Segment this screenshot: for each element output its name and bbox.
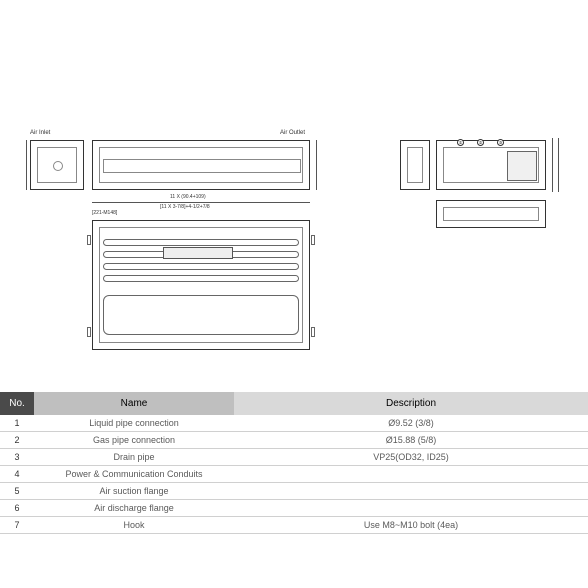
- dim-line: [316, 140, 317, 190]
- cell-desc: [234, 466, 588, 483]
- callout-icon: ①: [457, 139, 464, 146]
- top-view-small: [436, 200, 546, 228]
- dim-text: 11 X (90.4+109): [170, 194, 206, 200]
- cell-no: 5: [0, 483, 34, 500]
- dim-line: [552, 138, 553, 192]
- cell-name: Air suction flange: [34, 483, 234, 500]
- side-view-main: [92, 140, 310, 190]
- cell-desc: Use M8~M10 bolt (4ea): [234, 517, 588, 534]
- table-row: 5Air suction flange: [0, 483, 588, 500]
- col-name: Name: [34, 392, 234, 415]
- side-view-right-b: ① ② ③: [436, 140, 546, 190]
- col-desc: Description: [234, 392, 588, 415]
- dim-line: [558, 138, 559, 192]
- cell-name: Liquid pipe connection: [34, 415, 234, 432]
- cell-no: 2: [0, 432, 34, 449]
- table-row: 2Gas pipe connectionØ15.88 (5/8): [0, 432, 588, 449]
- cell-no: 1: [0, 415, 34, 432]
- cell-desc: VP25(OD32, ID25): [234, 449, 588, 466]
- canvas: Air Inlet Air Outlet ① ② ③: [0, 0, 588, 588]
- dim-text: [221-M148]: [92, 210, 117, 216]
- table-row: 4Power & Communication Conduits: [0, 466, 588, 483]
- cell-no: 6: [0, 500, 34, 517]
- cell-no: 3: [0, 449, 34, 466]
- cell-name: Gas pipe connection: [34, 432, 234, 449]
- air-outlet-label: Air Outlet: [280, 130, 305, 136]
- table-row: 7HookUse M8~M10 bolt (4ea): [0, 517, 588, 534]
- table-row: 1Liquid pipe connectionØ9.52 (3/8): [0, 415, 588, 432]
- cell-no: 7: [0, 517, 34, 534]
- callout-icon: ②: [477, 139, 484, 146]
- top-view-main: [92, 220, 310, 350]
- table-row: 6Air discharge flange: [0, 500, 588, 517]
- engineering-diagram: Air Inlet Air Outlet ① ② ③: [0, 120, 588, 380]
- cell-desc: Ø15.88 (5/8): [234, 432, 588, 449]
- air-inlet-label: Air Inlet: [30, 130, 50, 136]
- cell-name: Air discharge flange: [34, 500, 234, 517]
- cell-desc: [234, 483, 588, 500]
- parts-table: No. Name Description 1Liquid pipe connec…: [0, 392, 588, 534]
- dim-text: [11 X 3-7/8]+4-1/2+7/8: [160, 204, 210, 210]
- table-header-row: No. Name Description: [0, 392, 588, 415]
- table: No. Name Description 1Liquid pipe connec…: [0, 392, 588, 534]
- cell-desc: Ø9.52 (3/8): [234, 415, 588, 432]
- dim-line: [26, 140, 27, 190]
- cell-desc: [234, 500, 588, 517]
- side-view-left: [30, 140, 84, 190]
- cell-name: Drain pipe: [34, 449, 234, 466]
- dim-line: [92, 202, 310, 203]
- col-no: No.: [0, 392, 34, 415]
- table-row: 3Drain pipeVP25(OD32, ID25): [0, 449, 588, 466]
- cell-no: 4: [0, 466, 34, 483]
- callout-icon: ③: [497, 139, 504, 146]
- side-view-right-a: [400, 140, 430, 190]
- cell-name: Power & Communication Conduits: [34, 466, 234, 483]
- cell-name: Hook: [34, 517, 234, 534]
